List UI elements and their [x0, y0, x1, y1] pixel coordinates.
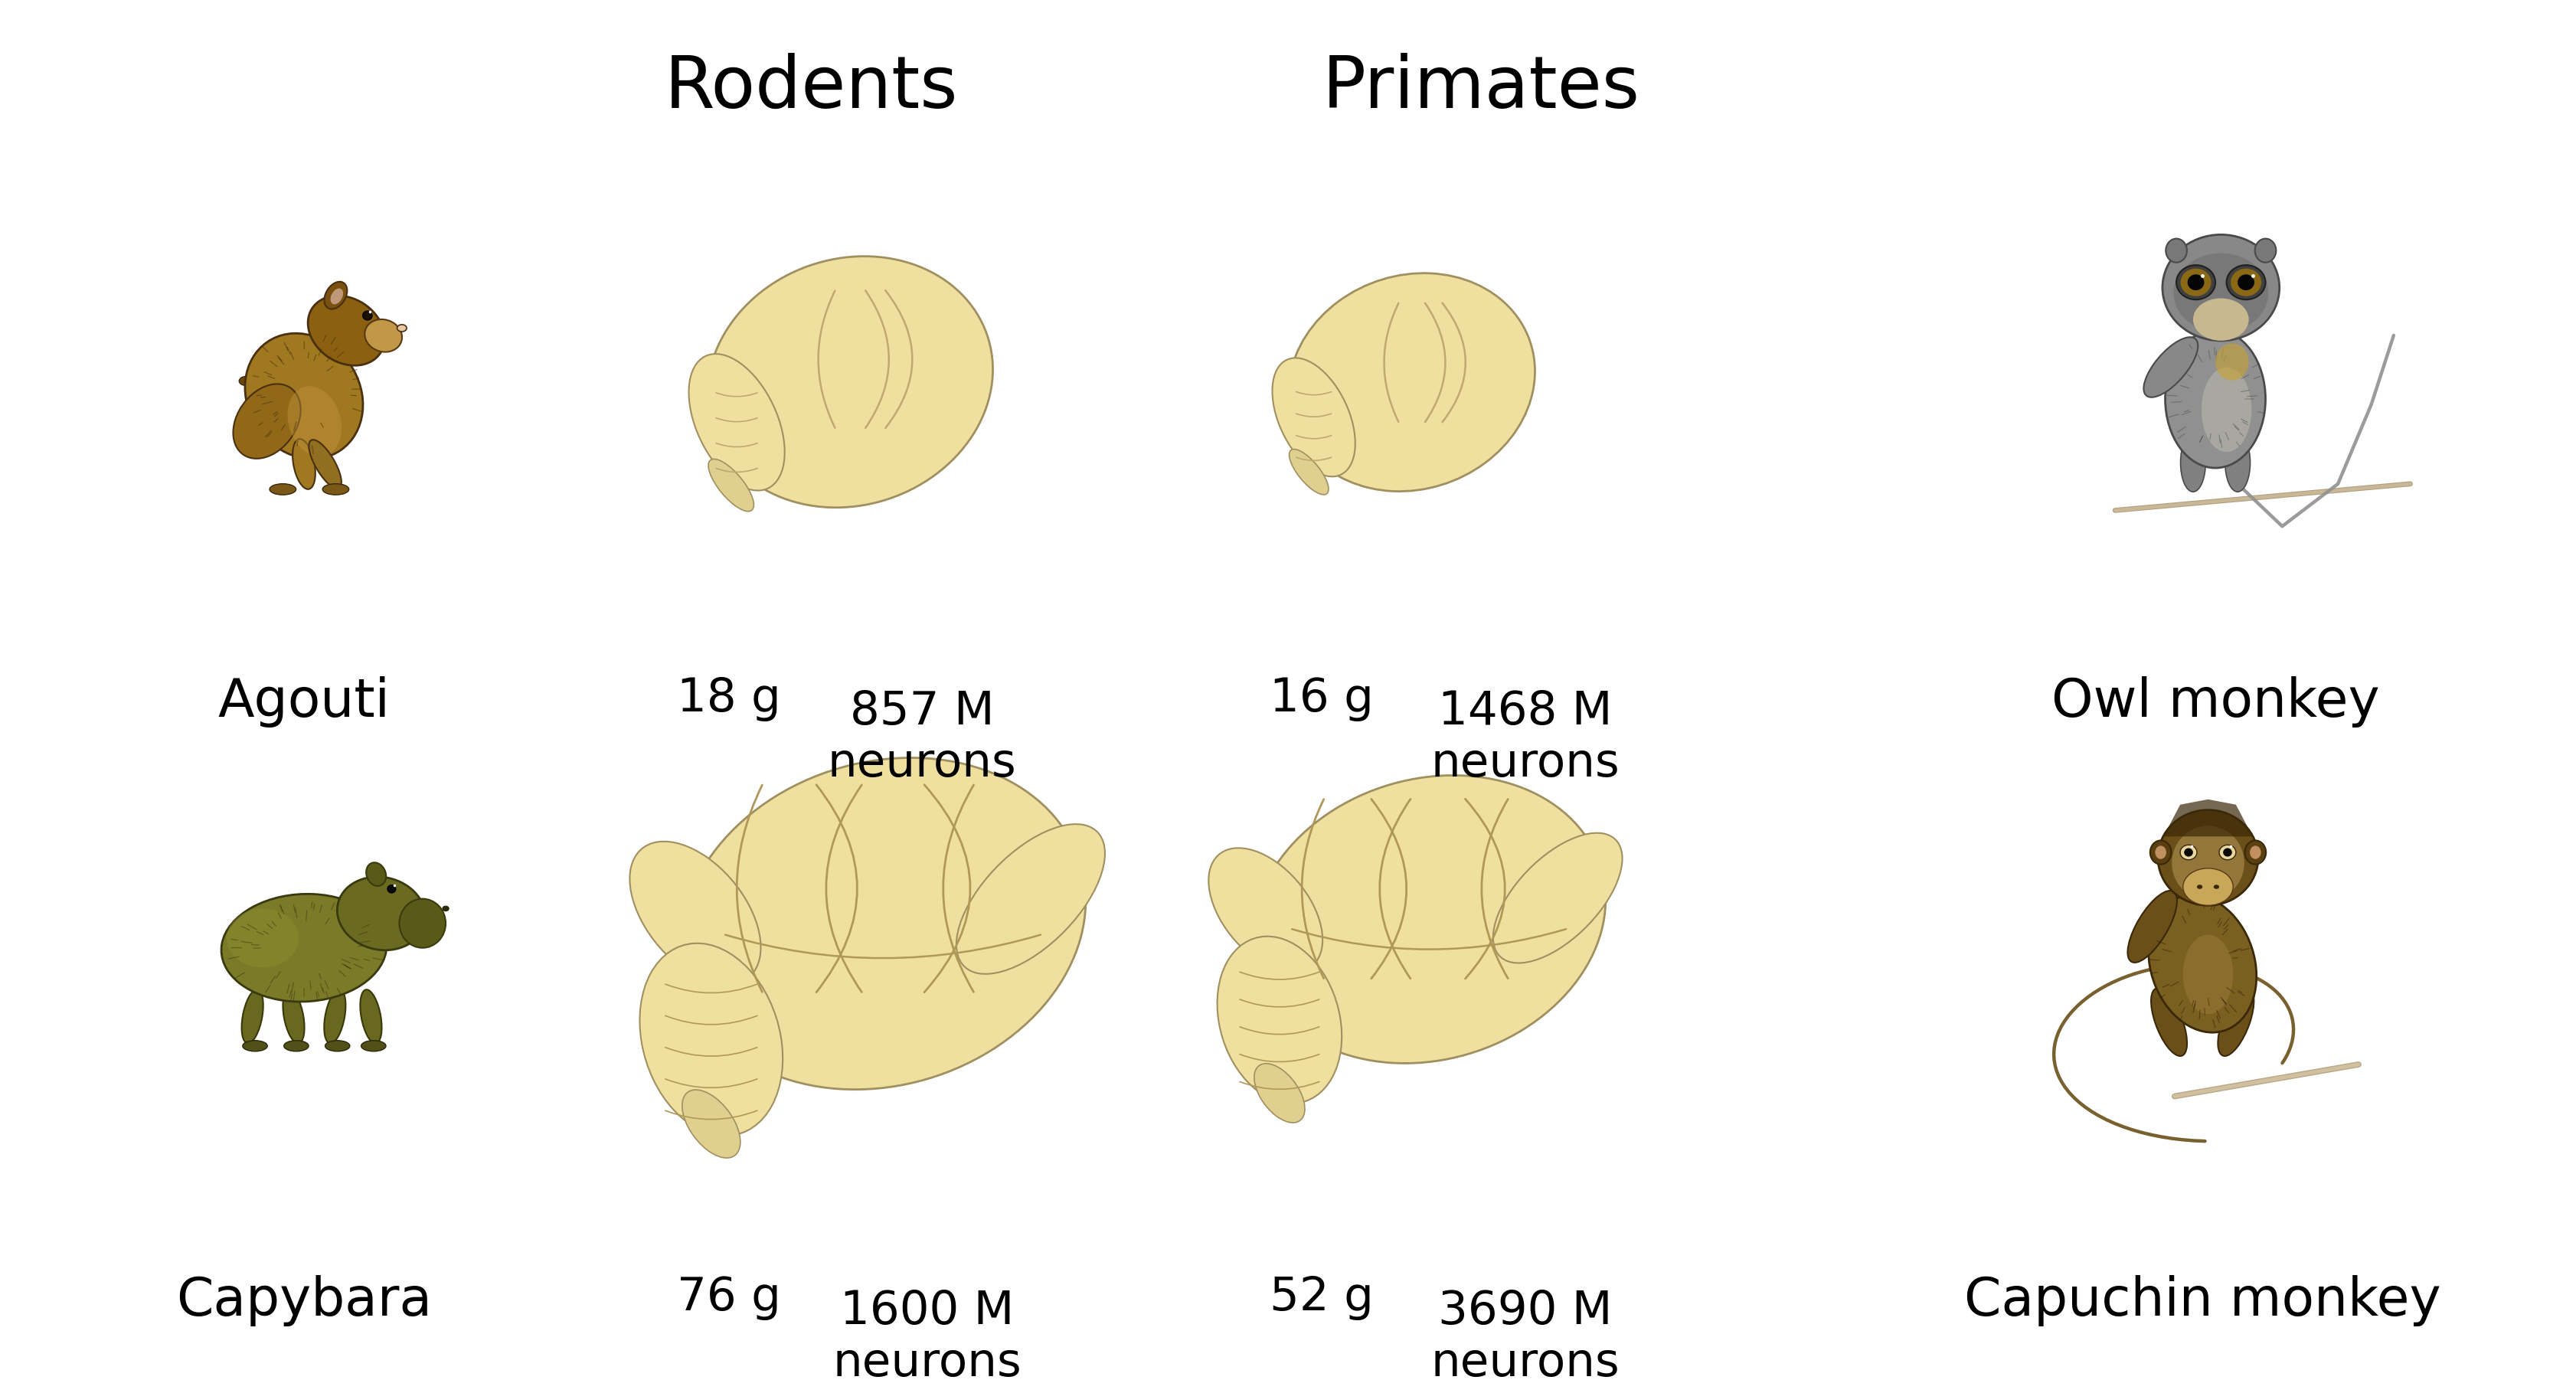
Polygon shape: [2164, 800, 2251, 836]
Text: Primates: Primates: [1321, 53, 1641, 124]
Ellipse shape: [1252, 776, 1605, 1063]
Text: 1600 M
neurons: 1600 M neurons: [832, 1289, 1023, 1386]
Ellipse shape: [2166, 330, 2264, 468]
Ellipse shape: [2179, 433, 2205, 492]
Ellipse shape: [2226, 265, 2264, 299]
Ellipse shape: [2202, 368, 2251, 453]
Ellipse shape: [2159, 809, 2259, 905]
Ellipse shape: [361, 989, 381, 1043]
Ellipse shape: [2213, 885, 2218, 889]
Ellipse shape: [2254, 238, 2277, 262]
Text: 1468 M
neurons: 1468 M neurons: [1430, 690, 1620, 787]
Ellipse shape: [956, 825, 1105, 974]
Ellipse shape: [2187, 274, 2205, 290]
Ellipse shape: [366, 862, 386, 886]
Text: Rodents: Rodents: [665, 53, 958, 124]
Text: 76 g: 76 g: [677, 1275, 781, 1321]
Ellipse shape: [234, 384, 301, 458]
Text: 52 g: 52 g: [1270, 1275, 1373, 1321]
Ellipse shape: [2151, 988, 2187, 1056]
Ellipse shape: [2182, 935, 2233, 1014]
Ellipse shape: [283, 989, 304, 1043]
Ellipse shape: [325, 989, 345, 1043]
Ellipse shape: [2172, 826, 2244, 900]
Ellipse shape: [2166, 238, 2187, 262]
Ellipse shape: [2182, 868, 2233, 905]
Text: Agouti: Agouti: [219, 676, 389, 727]
Ellipse shape: [240, 376, 252, 386]
Text: 857 M
neurons: 857 M neurons: [827, 690, 1018, 787]
Ellipse shape: [366, 319, 402, 352]
Ellipse shape: [2174, 254, 2269, 333]
Text: Capuchin monkey: Capuchin monkey: [1963, 1275, 2442, 1326]
Ellipse shape: [1255, 1063, 1306, 1123]
Ellipse shape: [283, 1041, 309, 1052]
Ellipse shape: [2215, 343, 2249, 380]
Ellipse shape: [242, 1041, 268, 1052]
Ellipse shape: [2223, 848, 2231, 857]
Ellipse shape: [1273, 358, 1355, 476]
Ellipse shape: [683, 1089, 739, 1158]
Text: 3690 M
neurons: 3690 M neurons: [1430, 1289, 1620, 1386]
Ellipse shape: [1288, 273, 1535, 492]
Text: Capybara: Capybara: [175, 1275, 433, 1326]
Ellipse shape: [2218, 988, 2254, 1056]
Ellipse shape: [2249, 846, 2262, 859]
Ellipse shape: [363, 311, 374, 320]
Ellipse shape: [2184, 848, 2192, 857]
Text: 18 g: 18 g: [677, 676, 781, 722]
Ellipse shape: [708, 460, 755, 511]
Ellipse shape: [309, 295, 384, 365]
Ellipse shape: [2151, 840, 2172, 864]
Ellipse shape: [227, 908, 299, 968]
Ellipse shape: [361, 1041, 386, 1052]
Ellipse shape: [2156, 846, 2166, 859]
Ellipse shape: [2143, 337, 2197, 397]
Ellipse shape: [2161, 234, 2280, 341]
Ellipse shape: [337, 876, 425, 950]
Ellipse shape: [2177, 265, 2215, 299]
Ellipse shape: [1218, 936, 1342, 1103]
Ellipse shape: [222, 894, 386, 1002]
Ellipse shape: [2218, 846, 2236, 859]
Text: Owl monkey: Owl monkey: [2050, 676, 2380, 727]
Ellipse shape: [330, 288, 343, 304]
Ellipse shape: [688, 354, 786, 490]
Ellipse shape: [2244, 840, 2267, 864]
Ellipse shape: [325, 1041, 350, 1052]
Ellipse shape: [294, 439, 314, 489]
Ellipse shape: [680, 758, 1084, 1089]
Ellipse shape: [309, 440, 343, 489]
Ellipse shape: [322, 483, 348, 495]
Text: 16 g: 16 g: [1270, 676, 1373, 722]
Ellipse shape: [2179, 846, 2197, 859]
Ellipse shape: [386, 885, 397, 893]
Ellipse shape: [2179, 269, 2210, 297]
Ellipse shape: [289, 386, 343, 457]
Ellipse shape: [2192, 298, 2249, 341]
Ellipse shape: [2197, 885, 2202, 889]
Ellipse shape: [2148, 896, 2257, 1032]
Ellipse shape: [242, 989, 263, 1043]
Ellipse shape: [2226, 433, 2251, 492]
Ellipse shape: [2128, 890, 2177, 963]
Ellipse shape: [639, 943, 783, 1135]
Ellipse shape: [1494, 833, 1623, 963]
Ellipse shape: [2239, 274, 2254, 290]
Ellipse shape: [443, 905, 448, 911]
Ellipse shape: [245, 333, 363, 458]
Ellipse shape: [399, 898, 446, 947]
Ellipse shape: [325, 281, 348, 309]
Ellipse shape: [708, 256, 992, 507]
Ellipse shape: [1208, 848, 1321, 972]
Ellipse shape: [2231, 269, 2262, 297]
Ellipse shape: [397, 325, 407, 332]
Ellipse shape: [629, 841, 760, 985]
Ellipse shape: [1288, 449, 1329, 495]
Ellipse shape: [270, 483, 296, 495]
